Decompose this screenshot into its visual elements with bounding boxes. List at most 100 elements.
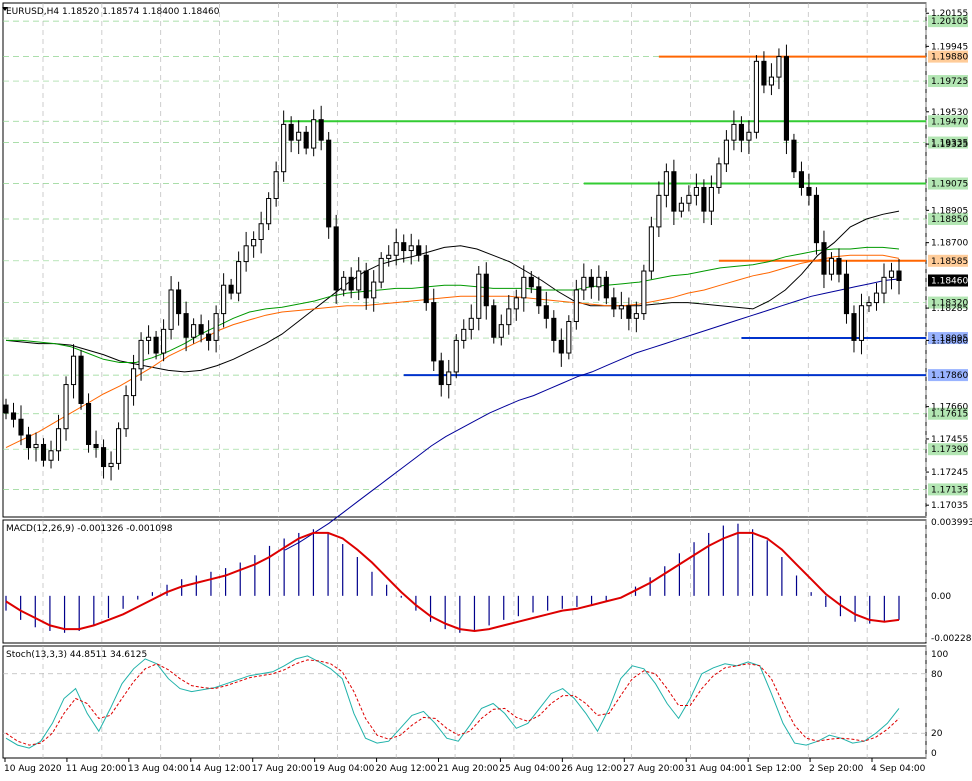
candle-body: [513, 297, 519, 310]
candle-body: [386, 254, 392, 259]
stoch-y-tick-label: 20: [931, 729, 943, 739]
candle-body: [573, 289, 579, 322]
candle-body: [138, 339, 144, 370]
macd-y-tick-label: 0.003993: [931, 518, 972, 528]
candle-body: [476, 273, 482, 319]
candle-body: [528, 276, 534, 288]
candle-body: [813, 194, 820, 244]
candle-body: [176, 289, 182, 315]
candle-body: [761, 60, 767, 86]
candle-body: [551, 317, 557, 341]
macd-signal-line: [5, 531, 900, 633]
candle-body: [273, 171, 279, 200]
x-tick-label: 21 Aug 20:00: [438, 764, 499, 774]
candle-body: [10, 412, 17, 420]
candle-body: [85, 402, 92, 445]
moving-average-line: [6, 246, 900, 363]
candle-body: [603, 276, 609, 299]
candle-body: [55, 428, 62, 452]
candle-body: [303, 131, 309, 149]
candle-body: [266, 198, 272, 225]
candle-body: [656, 194, 662, 228]
candle-body: [731, 123, 737, 141]
candle-body: [596, 276, 602, 288]
candle-body: [40, 443, 47, 461]
level-label-box: [928, 369, 968, 382]
candle-body: [723, 139, 729, 165]
candle-body: [341, 276, 347, 291]
candle-body: [115, 428, 122, 464]
candle-body: [146, 336, 152, 341]
macd-y-tick-label: 0.00: [931, 592, 951, 602]
level-label-box: [928, 115, 968, 128]
candle-body: [228, 284, 234, 294]
candle-body: [453, 339, 459, 373]
candle-body: [873, 292, 880, 304]
candle-body: [588, 276, 594, 288]
moving-average-line: [284, 278, 900, 551]
y-tick-label: 1.18700: [931, 239, 968, 249]
candle-body: [836, 257, 842, 275]
level-label: 1.19335: [931, 139, 968, 149]
candle-body: [768, 76, 774, 86]
candle-body: [483, 273, 489, 307]
candle-body: [78, 355, 84, 404]
y-tick-label: 1.19530: [931, 108, 968, 118]
candle-body: [236, 261, 242, 294]
y-tick-label: 1.17035: [931, 501, 968, 511]
candle-body: [131, 368, 137, 397]
level-label: 1.18095: [931, 334, 968, 344]
candle-body: [371, 281, 377, 299]
candle-body: [611, 297, 617, 310]
candle-body: [753, 60, 759, 133]
candle-body: [843, 273, 850, 315]
y-tick-label: 1.20155: [931, 9, 968, 19]
level-label: 1.19470: [931, 117, 968, 127]
stoch-main-line: [5, 655, 900, 749]
x-tick-label: 14 Aug 12:00: [190, 764, 251, 774]
x-tick-label: 27 Aug 20:00: [623, 764, 684, 774]
x-tick-label: 17 Aug 20:00: [252, 764, 313, 774]
candle-body: [641, 270, 647, 315]
candle-body: [776, 56, 782, 78]
candle-body: [686, 194, 692, 204]
candle-body: [881, 276, 887, 294]
candle-body: [618, 305, 624, 310]
level-label: 1.18585: [931, 257, 968, 267]
stoch-y-tick-label: 0: [931, 749, 937, 759]
stoch-title: Stoch(13,3,3) 44.8511 34.6125: [6, 650, 147, 660]
macd-title: MACD(12,26,9) -0.001326 -0.001098: [6, 524, 173, 534]
candle-body: [206, 333, 212, 341]
candle-body: [468, 317, 474, 330]
candle-body: [431, 302, 437, 362]
candle-body: [408, 245, 414, 252]
candle-body: [663, 171, 669, 196]
candle-body: [258, 223, 264, 241]
moving-average-line: [5, 254, 900, 449]
candle-body: [858, 305, 865, 341]
moving-average-line: [5, 210, 900, 373]
current-price-label: 1.18460: [931, 276, 968, 286]
level-label: 1.17135: [931, 485, 968, 495]
current-price-box: [928, 274, 968, 287]
y-tick-label: 1.19945: [931, 42, 968, 52]
level-label: 1.18850: [931, 215, 968, 225]
candle-body: [70, 355, 77, 386]
candle-body: [806, 186, 812, 196]
level-label-box: [928, 177, 968, 190]
x-tick-label: 25 Aug 04:00: [499, 764, 560, 774]
level-label-box: [928, 213, 968, 226]
x-tick-label: 20 Aug 12:00: [376, 764, 437, 774]
candle-body: [348, 276, 354, 291]
candle-body: [798, 171, 805, 188]
candle-body: [356, 270, 362, 291]
candle-body: [326, 139, 332, 228]
candle-body: [648, 226, 654, 272]
candle-body: [363, 270, 369, 299]
x-tick-label: 13 Aug 04:00: [128, 764, 189, 774]
x-tick-label: 31 Aug 04:00: [685, 764, 746, 774]
y-tick-label: 1.18080: [931, 336, 968, 346]
level-label: 1.17615: [931, 410, 968, 420]
